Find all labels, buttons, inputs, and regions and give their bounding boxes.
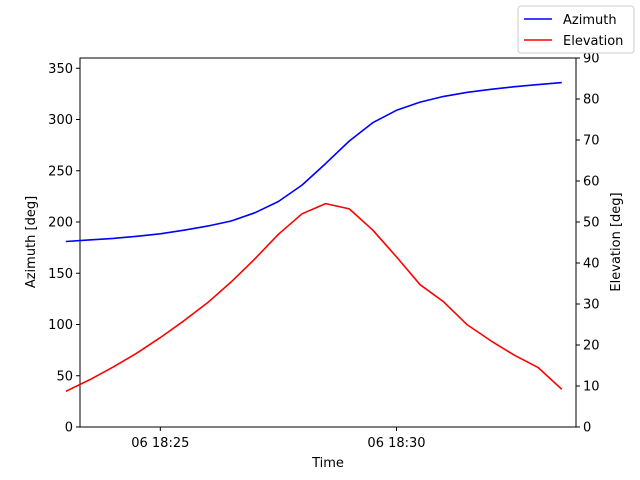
right-y-tick-label: 10 [583,380,600,395]
right-y-tick-label: 40 [583,257,600,272]
right-y-axis-label: Elevation [deg] [609,192,624,291]
left-y-tick-label: 250 [48,164,73,179]
left-y-tick-label: 150 [48,267,73,282]
x-axis: 06 18:25 06 18:30 [131,427,426,451]
series-line-elevation [65,202,563,393]
left-y-tick-label: 350 [48,62,73,77]
left-y-axis-label: Azimuth [deg] [24,196,39,288]
left-y-tick-label: 50 [56,369,73,384]
x-tick-label: 06 18:25 [131,436,189,451]
right-y-tick-label: 60 [583,175,600,190]
right-y-tick-label: 20 [583,339,600,354]
plot-frame [79,57,577,428]
right-y-tick-label: 50 [583,216,600,231]
right-y-axis: 0 10 20 30 40 50 60 70 80 90 [576,52,600,436]
right-y-tick-label: 70 [583,134,600,149]
legend-box [517,5,635,54]
legend: Azimuth Elevation [517,5,635,54]
left-y-tick-label: 100 [48,318,73,333]
left-y-tick-label: 200 [48,216,73,231]
series-line-azimuth [65,81,562,243]
x-tick-label: 06 18:30 [367,436,425,451]
right-y-tick-label: 0 [583,421,591,436]
right-y-tick-label: 80 [583,93,600,108]
left-y-tick-label: 300 [48,113,73,128]
series-lines [65,81,563,393]
legend-label-elevation: Elevation [563,34,623,49]
right-y-tick-label: 30 [583,298,600,313]
right-y-tick-label: 90 [583,52,600,67]
legend-label-azimuth: Azimuth [563,13,617,28]
left-y-tick-label: 0 [65,421,73,436]
left-y-axis: 0 50 100 150 200 250 300 350 [48,62,80,436]
x-axis-label: Time [311,456,344,471]
